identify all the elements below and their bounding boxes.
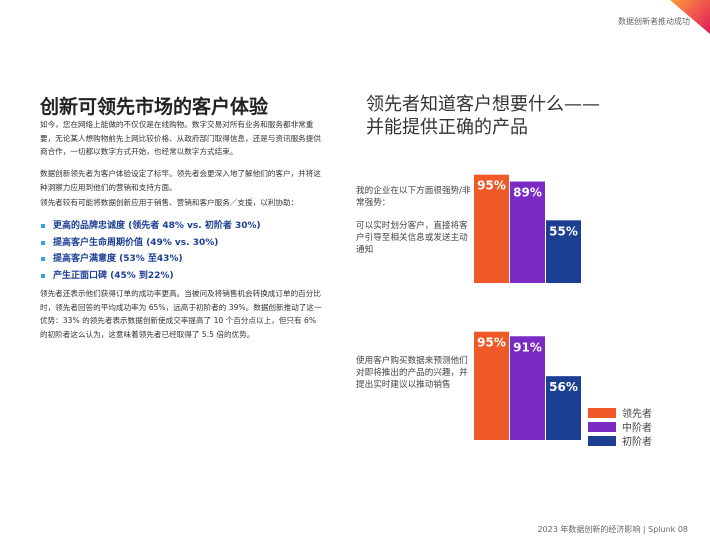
legend-label: 初阶者 [622, 435, 652, 448]
paragraph: 领先者较有可能将数据创新应用于销售、营销和客户服务／支援，以利协助： [40, 198, 299, 207]
value-label: 95% [477, 179, 506, 193]
legend-swatch [588, 408, 616, 418]
chart-heading: 并能提供正确的产品 [366, 117, 528, 138]
bar [546, 220, 581, 283]
paragraph: 如今，您在网络上能做的不仅仅是在线购物。数字交易对所有业务和服务都非常重要，无论… [40, 120, 321, 156]
bar [474, 331, 509, 440]
value-label: 55% [549, 224, 578, 238]
bar [546, 376, 581, 440]
bar [510, 336, 545, 440]
legend-swatch [588, 436, 616, 446]
bar [510, 181, 545, 283]
bullet: 提高客户生命周期价值 (49% vs. 30%) [40, 235, 330, 252]
legend-label: 领先者 [622, 407, 652, 420]
chart-heading: 领先者知道客户想要什么—— [366, 94, 600, 115]
category-label: 使用客户购买数据来预测他们对即将推出的产品的兴趣，并提出实时建议以推动销售 [356, 356, 468, 390]
value-label: 89% [513, 186, 542, 200]
legend-swatch [588, 422, 616, 432]
page-title: 创新可领先市场的客户体验 [40, 96, 269, 118]
value-label: 56% [549, 380, 578, 394]
bullet-list: 更高的品牌忠诚度 (领先者 48% vs. 初阶者 30%) 提高客户生命周期价… [40, 218, 330, 284]
bullet: 提高客户满意度 (53% 至43%) [40, 251, 330, 268]
running-title: 数据创新者推动成功 [618, 17, 690, 26]
bullet: 更高的品牌忠诚度 (领先者 48% vs. 初阶者 30%) [40, 218, 330, 235]
bar [474, 174, 509, 283]
value-label: 95% [477, 336, 506, 350]
chart-subtitle: 我的企业在以下方面很强势/非常强势： [356, 186, 471, 208]
bullet: 产生正面口碑 (45% 到22%) [40, 268, 330, 285]
legend-label: 中阶者 [622, 421, 652, 434]
value-label: 91% [513, 340, 542, 354]
category-label: 可以实时划分客户，直接将客户引导至相关信息或发送主动通知 [356, 221, 468, 255]
paragraph: 领先者还表示他们获得订单的成功率更高。当被问及将销售机会转换成订单的百分比时，领… [40, 289, 322, 339]
paragraph: 数据创新领先者为客户体验设定了标竿。领先者会更深入地了解他们的客户，并将这种洞察… [40, 169, 321, 192]
footer: 2023 年数据创新的经济影响 | Splunk 08 [537, 525, 688, 534]
